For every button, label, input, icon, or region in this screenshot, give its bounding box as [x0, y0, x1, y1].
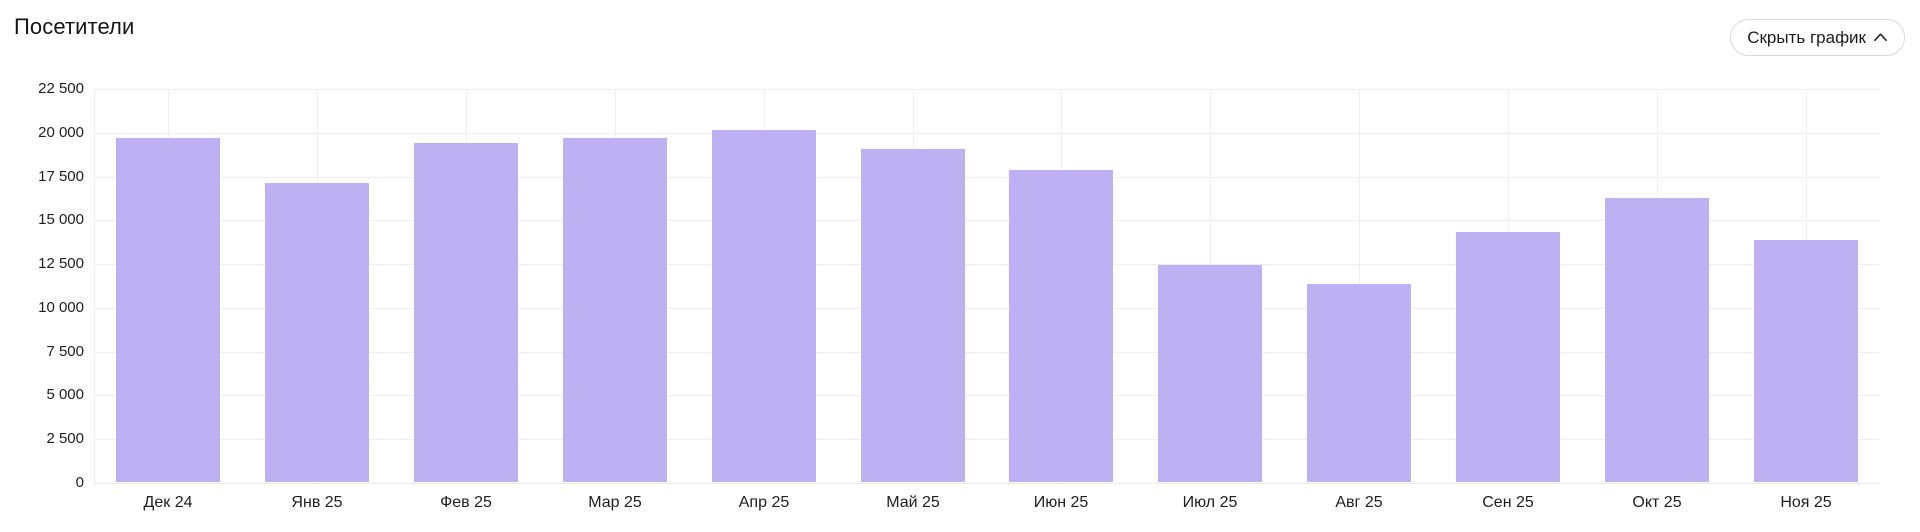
x-axis-label: Ноя 25 — [1780, 494, 1832, 511]
y-axis-label: 10 000 — [38, 298, 84, 316]
h-gridline — [94, 176, 1880, 178]
plot-area — [94, 89, 1880, 484]
x-axis-label: Янв 25 — [291, 494, 343, 511]
y-axis-label: 17 500 — [38, 167, 84, 185]
h-gridline — [94, 220, 1880, 222]
y-axis-label: 0 — [75, 474, 84, 491]
bar[interactable] — [861, 149, 965, 482]
bar[interactable] — [1605, 198, 1709, 482]
x-axis-label: Авг 25 — [1335, 494, 1383, 511]
y-axis-label: 7 500 — [46, 342, 84, 360]
bar[interactable] — [1158, 265, 1262, 482]
bar[interactable] — [712, 130, 816, 482]
chevron-up-icon — [1874, 33, 1887, 42]
h-gridline — [94, 264, 1880, 266]
bar[interactable] — [1307, 284, 1411, 482]
h-gridline — [94, 439, 1880, 441]
x-axis-label: Апр 25 — [738, 494, 790, 511]
h-gridline — [94, 89, 1880, 90]
h-gridline — [94, 132, 1880, 134]
x-axis-label: Май 25 — [886, 494, 940, 511]
bar[interactable] — [1009, 170, 1113, 482]
y-axis-label: 12 500 — [38, 255, 84, 273]
bar[interactable] — [265, 183, 369, 482]
x-axis-label: Сен 25 — [1482, 494, 1534, 511]
bar[interactable] — [116, 138, 220, 482]
h-gridline — [94, 307, 1880, 309]
h-gridline — [94, 395, 1880, 397]
x-axis-label: Дек 24 — [143, 494, 193, 511]
x-axis-label: Мар 25 — [588, 494, 642, 511]
bar[interactable] — [563, 138, 667, 482]
y-axis-label: 15 000 — [38, 211, 84, 229]
h-gridline — [94, 483, 1880, 484]
x-axis-label: Июн 25 — [1033, 494, 1089, 511]
x-axis-label: Окт 25 — [1632, 494, 1682, 511]
y-axis-label: 5 000 — [46, 386, 84, 404]
y-axis-label: 20 000 — [38, 123, 84, 141]
page-title: Посетители — [14, 14, 135, 39]
h-gridline — [94, 351, 1880, 353]
bar[interactable] — [1456, 232, 1560, 482]
v-gridline — [94, 89, 95, 483]
y-axis-label: 22 500 — [38, 80, 84, 97]
bar[interactable] — [1754, 240, 1858, 482]
y-axis-label: 2 500 — [46, 430, 84, 448]
x-axis-label: Июл 25 — [1182, 494, 1238, 511]
hide-chart-button-label: Скрыть график — [1747, 27, 1866, 47]
x-axis-label: Фев 25 — [440, 494, 492, 511]
hide-chart-button[interactable]: Скрыть график — [1730, 19, 1905, 56]
bar[interactable] — [414, 143, 518, 482]
